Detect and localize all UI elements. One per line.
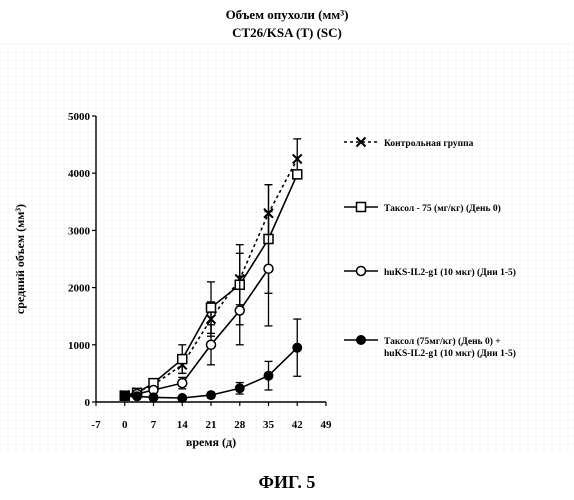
y-tick-label: 1000 — [68, 340, 91, 352]
y-tick-label: 4000 — [68, 168, 91, 180]
x-tick-label: 7 — [151, 419, 157, 431]
data-point-series-4 — [178, 393, 187, 402]
x-tick-label: 14 — [177, 419, 189, 431]
x-tick-label: 0 — [122, 419, 128, 431]
legend-marker-2 — [357, 203, 366, 212]
x-tick-label: -7 — [91, 419, 101, 431]
x-tick-label: 21 — [206, 419, 217, 431]
y-tick-label: 3000 — [68, 225, 91, 237]
legend-label-3: huKS-IL2-g1 (10 мкг) (Дни 1-5) — [384, 267, 516, 278]
data-point-series-4 — [149, 393, 158, 402]
data-point-series-3 — [207, 340, 216, 349]
legend-marker-3 — [357, 267, 366, 276]
y-tick-label: 2000 — [68, 283, 91, 295]
data-point-series-2 — [207, 303, 216, 312]
y-tick-label: 5000 — [68, 111, 91, 123]
x-tick-label: 28 — [234, 419, 246, 431]
data-point-series-4 — [133, 392, 142, 401]
legend-marker-4 — [357, 336, 366, 345]
chart-svg: 010002000300040005000-707142128354249вре… — [0, 0, 574, 470]
figure-label: ФИГ. 5 — [0, 472, 574, 493]
legend-label-1: Контрольная группа — [384, 139, 474, 149]
data-point-series-4 — [235, 384, 244, 393]
x-tick-label: 35 — [263, 419, 275, 431]
y-tick-label: 0 — [85, 397, 91, 409]
data-point-series-3 — [178, 379, 187, 388]
legend-label-4: Таксол (75мг/кг) (День 0) + — [384, 336, 501, 347]
x-axis-label: время (д) — [186, 435, 236, 449]
x-tick-label: 49 — [321, 419, 333, 431]
data-point-series-4 — [207, 391, 216, 400]
data-point-series-2 — [293, 170, 302, 179]
data-point-series-3 — [264, 264, 273, 273]
x-tick-label: 42 — [292, 419, 304, 431]
data-point-series-3 — [235, 306, 244, 315]
data-point-series-4 — [293, 343, 302, 352]
data-point-series-4 — [264, 371, 273, 380]
legend-label-2: Таксол - 75 (мг/кг) (День 0) — [384, 203, 501, 214]
legend-label-4: huKS-IL2-g1 (10 мкг) (Дни 1-5) — [384, 348, 516, 359]
data-point-series-4 — [120, 392, 129, 401]
y-axis-label: средний объем (мм³) — [13, 204, 27, 314]
data-point-series-2 — [178, 355, 187, 364]
